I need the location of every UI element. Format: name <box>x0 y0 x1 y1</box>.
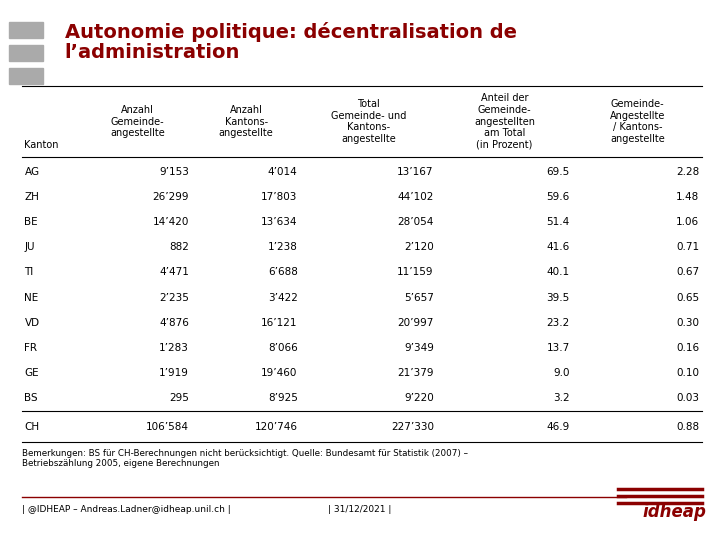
Text: Anzahl
Gemeinde-
angestellte: Anzahl Gemeinde- angestellte <box>110 105 165 138</box>
Text: 20’997: 20’997 <box>397 318 433 328</box>
Text: 39.5: 39.5 <box>546 293 570 302</box>
Text: 4’471: 4’471 <box>159 267 189 278</box>
Text: Bemerkungen: BS für CH-Berechnungen nicht berücksichtigt. Quelle: Bundesamt für : Bemerkungen: BS für CH-Berechnungen nich… <box>22 449 467 468</box>
Text: 9’153: 9’153 <box>159 167 189 177</box>
Text: 2.28: 2.28 <box>676 167 699 177</box>
Text: 0.88: 0.88 <box>676 422 699 432</box>
Text: 11’159: 11’159 <box>397 267 433 278</box>
Text: BE: BE <box>24 217 38 227</box>
Text: NE: NE <box>24 293 39 302</box>
Text: idheap: idheap <box>643 503 707 521</box>
Text: 1’919: 1’919 <box>159 368 189 378</box>
Text: 106’584: 106’584 <box>146 422 189 432</box>
Text: 69.5: 69.5 <box>546 167 570 177</box>
Text: 1.48: 1.48 <box>676 192 699 202</box>
Text: 4’876: 4’876 <box>159 318 189 328</box>
Text: FR: FR <box>24 343 37 353</box>
Text: Anzahl
Kantons-
angestellte: Anzahl Kantons- angestellte <box>219 105 274 138</box>
Text: AG: AG <box>24 167 40 177</box>
Text: GE: GE <box>24 368 39 378</box>
Text: 28’054: 28’054 <box>397 217 433 227</box>
Text: Anteil der
Gemeinde-
angestellten
am Total
(in Prozent): Anteil der Gemeinde- angestellten am Tot… <box>474 93 535 150</box>
Text: 26’299: 26’299 <box>153 192 189 202</box>
Text: 0.67: 0.67 <box>676 267 699 278</box>
Text: 5’657: 5’657 <box>404 293 433 302</box>
Text: 13.7: 13.7 <box>546 343 570 353</box>
Text: 14’420: 14’420 <box>153 217 189 227</box>
Text: 19’460: 19’460 <box>261 368 297 378</box>
Text: 295: 295 <box>169 393 189 403</box>
Text: | @IDHEAP – Andreas.Ladner@idheap.unil.ch |: | @IDHEAP – Andreas.Ladner@idheap.unil.c… <box>22 505 230 514</box>
Text: 1.06: 1.06 <box>676 217 699 227</box>
Text: 8’066: 8’066 <box>268 343 297 353</box>
Text: ZH: ZH <box>24 192 40 202</box>
Text: 2’235: 2’235 <box>159 293 189 302</box>
Text: 9’349: 9’349 <box>404 343 433 353</box>
Text: 13’634: 13’634 <box>261 217 297 227</box>
Text: 40.1: 40.1 <box>546 267 570 278</box>
Text: 41.6: 41.6 <box>546 242 570 252</box>
Text: 0.10: 0.10 <box>676 368 699 378</box>
Text: 44’102: 44’102 <box>397 192 433 202</box>
Text: 3’422: 3’422 <box>268 293 297 302</box>
Text: 51.4: 51.4 <box>546 217 570 227</box>
Text: l’administration: l’administration <box>65 43 240 62</box>
Text: 4’014: 4’014 <box>268 167 297 177</box>
Text: 120’746: 120’746 <box>255 422 297 432</box>
Text: 21’379: 21’379 <box>397 368 433 378</box>
Text: 0.71: 0.71 <box>676 242 699 252</box>
Text: 9.0: 9.0 <box>554 368 570 378</box>
Text: 882: 882 <box>169 242 189 252</box>
Text: Autonomie politique: décentralisation de: Autonomie politique: décentralisation de <box>65 22 517 42</box>
Text: 1’238: 1’238 <box>268 242 297 252</box>
Text: Gemeinde-
Angestellte
/ Kantons-
angestellte: Gemeinde- Angestellte / Kantons- angeste… <box>610 99 665 144</box>
Text: BS: BS <box>24 393 38 403</box>
Text: 17’803: 17’803 <box>261 192 297 202</box>
Text: | 31/12/2021 |: | 31/12/2021 | <box>328 505 392 514</box>
Text: 0.16: 0.16 <box>676 343 699 353</box>
Text: 46.9: 46.9 <box>546 422 570 432</box>
Text: Total
Gemeinde- und
Kantons-
angestellte: Total Gemeinde- und Kantons- angestellte <box>331 99 406 144</box>
Text: Kanton: Kanton <box>24 140 59 150</box>
Text: CH: CH <box>24 422 40 432</box>
Text: 0.03: 0.03 <box>676 393 699 403</box>
Text: VD: VD <box>24 318 40 328</box>
Text: 227’330: 227’330 <box>391 422 433 432</box>
Text: 3.2: 3.2 <box>553 393 570 403</box>
Text: 0.30: 0.30 <box>676 318 699 328</box>
Text: 8’925: 8’925 <box>268 393 297 403</box>
Text: 13’167: 13’167 <box>397 167 433 177</box>
Text: 6’688: 6’688 <box>268 267 297 278</box>
Text: 2’120: 2’120 <box>404 242 433 252</box>
Text: 1’283: 1’283 <box>159 343 189 353</box>
Text: 23.2: 23.2 <box>546 318 570 328</box>
Text: 9’220: 9’220 <box>404 393 433 403</box>
Text: 59.6: 59.6 <box>546 192 570 202</box>
Text: TI: TI <box>24 267 34 278</box>
Text: JU: JU <box>24 242 35 252</box>
Text: 16’121: 16’121 <box>261 318 297 328</box>
Text: 0.65: 0.65 <box>676 293 699 302</box>
